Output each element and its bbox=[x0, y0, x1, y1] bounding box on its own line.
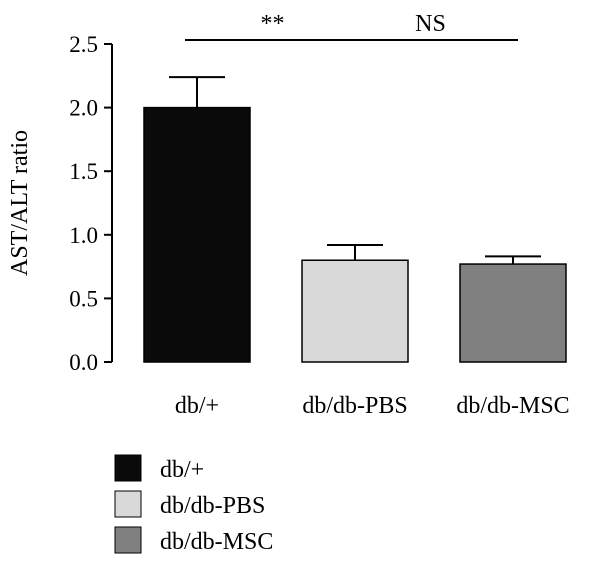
y-ticks: 0.0 0.5 1.0 1.5 2.0 2.5 bbox=[69, 32, 112, 375]
y-tick-label: 0.5 bbox=[69, 286, 98, 311]
x-tick-label: db/db-PBS bbox=[302, 393, 407, 419]
x-tick-labels: db/+ db/db-PBS db/db-MSC bbox=[175, 393, 570, 419]
legend-label: db/db-MSC bbox=[160, 529, 273, 555]
bars bbox=[143, 76, 567, 363]
y-tick-label: 1.5 bbox=[69, 159, 98, 184]
bar bbox=[301, 259, 409, 363]
x-tick-label: db/db-MSC bbox=[456, 393, 569, 419]
significance-label: ** bbox=[261, 11, 285, 37]
legend-swatch bbox=[114, 526, 142, 554]
legend-label: db/db-PBS bbox=[160, 493, 265, 519]
legend-swatch bbox=[114, 490, 142, 518]
y-tick-label: 2.0 bbox=[69, 96, 98, 121]
legend-swatch bbox=[114, 454, 142, 482]
bar bbox=[459, 263, 567, 363]
significance-label: NS bbox=[415, 11, 446, 37]
y-axis-label: AST/ALT ratio bbox=[7, 130, 33, 276]
x-tick-label: db/+ bbox=[175, 393, 219, 419]
y-tick-label: 0.0 bbox=[69, 350, 98, 375]
bar bbox=[143, 106, 251, 363]
legend-label: db/+ bbox=[160, 457, 204, 483]
y-tick-label: 1.0 bbox=[69, 223, 98, 248]
significance-annotations: ** NS bbox=[185, 11, 518, 41]
y-tick-label: 2.5 bbox=[69, 32, 98, 57]
legend: db/+ db/db-PBS db/db-MSC bbox=[114, 454, 273, 555]
